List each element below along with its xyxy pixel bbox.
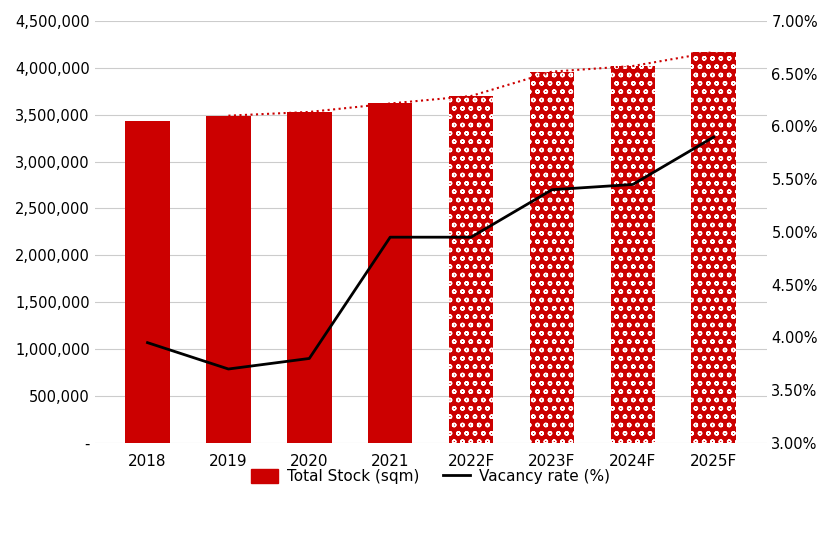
Bar (206, 116, 251, 443)
Bar (125, 121, 170, 443)
Bar (368, 103, 412, 443)
Bar (691, 52, 736, 443)
Bar (287, 112, 332, 443)
Bar (611, 66, 655, 443)
Legend: Total Stock (sqm), Vacancy rate (%): Total Stock (sqm), Vacancy rate (%) (245, 463, 616, 490)
Bar (530, 72, 574, 443)
Bar (449, 96, 493, 443)
